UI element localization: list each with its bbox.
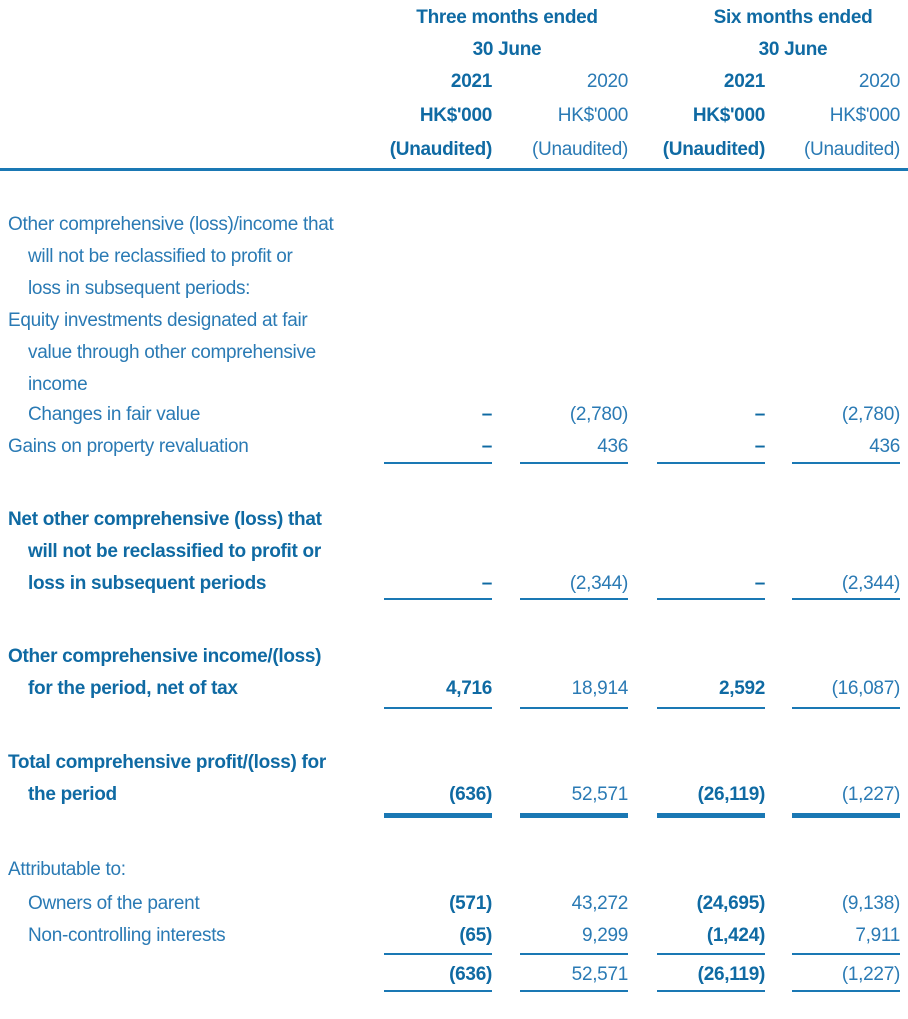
sum-rule <box>520 707 628 709</box>
cell-value: 43,272 <box>571 893 629 914</box>
sum-rule <box>520 598 628 600</box>
sum-rule <box>384 462 492 464</box>
cell-value: (1,227) <box>841 784 900 805</box>
row-label: loss in subsequent periods: <box>28 278 251 299</box>
total-rule <box>384 813 492 818</box>
row-label: Owners of the parent <box>28 893 200 914</box>
cell-value: 2,592 <box>718 678 765 699</box>
row-label: income <box>28 374 88 395</box>
row-label: the period <box>28 784 117 805</box>
column-header: HK$'000 <box>557 105 629 126</box>
cell-value: – <box>481 573 493 594</box>
row-label: Non-controlling interests <box>28 925 226 946</box>
sum-rule <box>384 990 492 992</box>
row-label: Other comprehensive income/(loss) <box>8 646 322 667</box>
cell-value: 9,299 <box>581 925 628 946</box>
group-title: 30 June <box>472 39 542 60</box>
group-title: 30 June <box>758 39 828 60</box>
total-rule <box>520 813 628 818</box>
cell-value: (16,087) <box>831 678 901 699</box>
group-title: Three months ended <box>416 7 598 28</box>
cell-value: (636) <box>449 964 492 985</box>
sum-rule <box>792 707 900 709</box>
total-rule <box>792 813 900 818</box>
sum-rule <box>520 990 628 992</box>
column-header: 2020 <box>586 71 628 92</box>
cell-value: 436 <box>869 436 900 457</box>
cell-value: 436 <box>597 436 628 457</box>
column-header: 2021 <box>723 71 765 92</box>
cell-value: – <box>481 436 493 457</box>
total-rule <box>657 813 765 818</box>
sum-rule <box>657 707 765 709</box>
cell-value: 18,914 <box>571 678 629 699</box>
cell-value: – <box>481 404 493 425</box>
sum-rule <box>792 598 900 600</box>
sum-rule <box>792 990 900 992</box>
row-label: Equity investments designated at fair <box>8 310 308 331</box>
cell-value: 52,571 <box>571 964 629 985</box>
row-label: Changes in fair value <box>28 404 201 425</box>
row-label: loss in subsequent periods <box>28 573 267 594</box>
cell-value: (2,344) <box>841 573 900 594</box>
sum-rule <box>657 953 765 955</box>
cell-value: 4,716 <box>445 678 492 699</box>
cell-value: – <box>754 404 766 425</box>
cell-value: (636) <box>449 784 492 805</box>
row-label: for the period, net of tax <box>28 678 238 699</box>
cell-value: (2,344) <box>569 573 628 594</box>
sum-rule <box>384 953 492 955</box>
sum-rule <box>657 990 765 992</box>
sum-rule <box>384 598 492 600</box>
column-header: 2021 <box>450 71 492 92</box>
sum-rule <box>657 598 765 600</box>
row-label: Gains on property revaluation <box>8 436 249 457</box>
cell-value: (571) <box>449 893 492 914</box>
cell-value: – <box>754 573 766 594</box>
sum-rule <box>792 953 900 955</box>
column-header: HK$'000 <box>829 105 901 126</box>
column-header: 2020 <box>858 71 900 92</box>
cell-value: (9,138) <box>841 893 900 914</box>
cell-value: (1,227) <box>841 964 900 985</box>
row-label: will not be reclassified to profit or <box>28 541 321 562</box>
sum-rule <box>384 707 492 709</box>
group-title: Six months ended <box>713 7 873 28</box>
column-header: (Unaudited) <box>389 139 493 160</box>
cell-value: (2,780) <box>569 404 628 425</box>
sum-rule <box>792 462 900 464</box>
cell-value: (1,424) <box>706 925 765 946</box>
sum-rule <box>520 462 628 464</box>
column-header: HK$'000 <box>692 105 765 126</box>
row-label: Other comprehensive (loss)/income that <box>8 214 334 235</box>
cell-value: (65) <box>459 925 492 946</box>
cell-value: (26,119) <box>697 964 766 985</box>
sum-rule <box>657 462 765 464</box>
column-header: HK$'000 <box>419 105 492 126</box>
cell-value: (2,780) <box>841 404 900 425</box>
row-label: Attributable to: <box>8 859 126 880</box>
row-label: will not be reclassified to profit or <box>28 246 293 267</box>
cell-value: – <box>754 436 766 457</box>
cell-value: 52,571 <box>571 784 629 805</box>
row-label: Net other comprehensive (loss) that <box>8 509 322 530</box>
column-header: (Unaudited) <box>662 139 766 160</box>
cell-value: (26,119) <box>697 784 766 805</box>
header-rule <box>0 168 908 171</box>
cell-value: 7,911 <box>855 925 900 946</box>
sum-rule <box>520 953 628 955</box>
column-header: (Unaudited) <box>532 139 628 160</box>
row-label: Total comprehensive profit/(loss) for <box>8 752 326 773</box>
column-header: (Unaudited) <box>804 139 900 160</box>
cell-value: (24,695) <box>696 893 766 914</box>
row-label: value through other comprehensive <box>28 342 316 363</box>
